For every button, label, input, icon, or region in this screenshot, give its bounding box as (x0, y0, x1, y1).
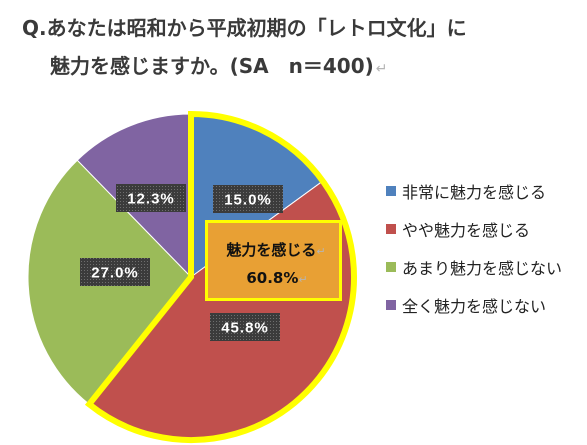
data-label-3: 27.0% (80, 258, 150, 286)
paragraph-mark: ↵ (375, 61, 388, 77)
legend-label: 非常に魅力を感じる (402, 183, 547, 202)
data-label-1: 15.0% (213, 185, 283, 213)
highlight-outline (84, 110, 357, 443)
chart-title-line-2-text: 魅力を感じますか。(SA n＝400) (50, 54, 374, 78)
highlight-value-text: 60.8% (246, 269, 298, 287)
legend-label: あまり魅力を感じない (402, 259, 563, 278)
data-label-text: 12.3% (127, 191, 175, 208)
data-label-text: 45.8% (221, 320, 269, 337)
highlight-value: 60.8%↵ (246, 269, 307, 287)
data-label-2: 45.8% (210, 313, 280, 341)
legend-marker (386, 300, 396, 310)
data-label-background (213, 185, 283, 213)
paragraph-mark: ↵ (298, 273, 307, 286)
legend-item-3: あまり魅力を感じない (386, 248, 562, 286)
data-label-text: 27.0% (91, 265, 139, 282)
legend-marker (386, 224, 396, 234)
data-label-background (80, 258, 150, 286)
paragraph-mark: ↵ (316, 245, 325, 258)
data-label-4: 12.3% (116, 184, 186, 212)
chart-title-line-2: 魅力を感じますか。(SA n＝400) ↵ (50, 54, 388, 81)
legend-label: やや魅力を感じる (402, 221, 531, 240)
legend-item-2: やや魅力を感じる (386, 210, 562, 248)
highlight-box-background (205, 220, 342, 301)
legend-marker (386, 186, 396, 196)
legend-item-1: 非常に魅力を感じる (386, 172, 562, 210)
chart-title-line-1: Q.あなたは昭和から平成初期の「レトロ文化」に (22, 16, 467, 40)
data-label-text: 15.0% (224, 192, 272, 209)
data-label-background (116, 184, 186, 212)
highlight-label: 魅力を感じる↵ (226, 241, 325, 259)
highlight-box: 魅力を感じる↵ 60.8%↵ (205, 220, 342, 301)
legend-marker (386, 262, 396, 272)
legend-label: 全く魅力を感じない (402, 297, 547, 316)
data-labels: 15.0% 45.8% 27.0% 12.3% (80, 184, 283, 341)
legend-item-4: 全く魅力を感じない (386, 286, 562, 324)
data-label-background (210, 313, 280, 341)
highlight-label-text: 魅力を感じる (226, 241, 316, 259)
legend: 非常に魅力を感じる やや魅力を感じるあまり魅力を感じない 全く魅力を感じない (386, 172, 562, 324)
